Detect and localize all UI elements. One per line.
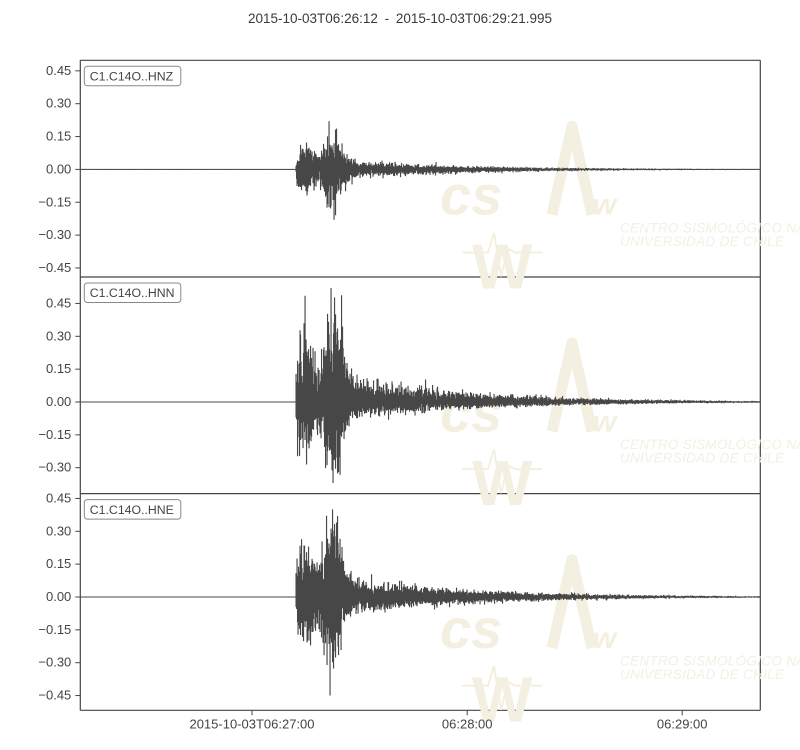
svg-text:W: W	[472, 230, 533, 302]
svg-text:−0.45: −0.45	[38, 260, 71, 275]
svg-text:UNIVERSIDAD DE CHILE: UNIVERSIDAD DE CHILE	[620, 667, 785, 682]
svg-text:0.45: 0.45	[46, 490, 71, 505]
svg-text:0.00: 0.00	[46, 394, 71, 409]
svg-text:06:28:00: 06:28:00	[442, 716, 493, 731]
svg-text:0.30: 0.30	[46, 328, 71, 343]
svg-text:2015-10-03T06:27:00: 2015-10-03T06:27:00	[189, 716, 314, 731]
svg-text:0.45: 0.45	[46, 63, 71, 78]
svg-text:UNIVERSIDAD DE CHILE: UNIVERSIDAD DE CHILE	[620, 234, 785, 249]
svg-text:w: w	[593, 405, 618, 438]
svg-text:0.15: 0.15	[46, 556, 71, 571]
svg-text:0.00: 0.00	[46, 589, 71, 604]
svg-text:−0.15: −0.15	[38, 194, 71, 209]
svg-text:0.30: 0.30	[46, 523, 71, 538]
svg-text:w: w	[593, 189, 618, 222]
svg-text:−0.30: −0.30	[38, 460, 71, 475]
svg-text:06:29:00: 06:29:00	[657, 716, 708, 731]
svg-text:−0.15: −0.15	[38, 427, 71, 442]
svg-text:cs: cs	[440, 380, 502, 443]
svg-text:C1.C14O..HNE: C1.C14O..HNE	[90, 503, 174, 517]
svg-text:UNIVERSIDAD DE CHILE: UNIVERSIDAD DE CHILE	[620, 451, 785, 466]
svg-text:−0.15: −0.15	[38, 622, 71, 637]
svg-text:0.30: 0.30	[46, 96, 71, 111]
svg-text:−0.30: −0.30	[38, 227, 71, 242]
svg-text:C1.C14O..HNZ: C1.C14O..HNZ	[90, 70, 174, 84]
svg-text:−0.30: −0.30	[38, 655, 71, 670]
svg-text:cs: cs	[440, 164, 502, 227]
svg-text:0.15: 0.15	[46, 129, 71, 144]
svg-text:C1.C14O..HNN: C1.C14O..HNN	[90, 286, 175, 300]
svg-text:0.00: 0.00	[46, 161, 71, 176]
svg-text:w: w	[593, 622, 618, 655]
svg-text:0.45: 0.45	[46, 295, 71, 310]
svg-text:−0.45: −0.45	[38, 688, 71, 703]
svg-text:0.15: 0.15	[46, 361, 71, 376]
